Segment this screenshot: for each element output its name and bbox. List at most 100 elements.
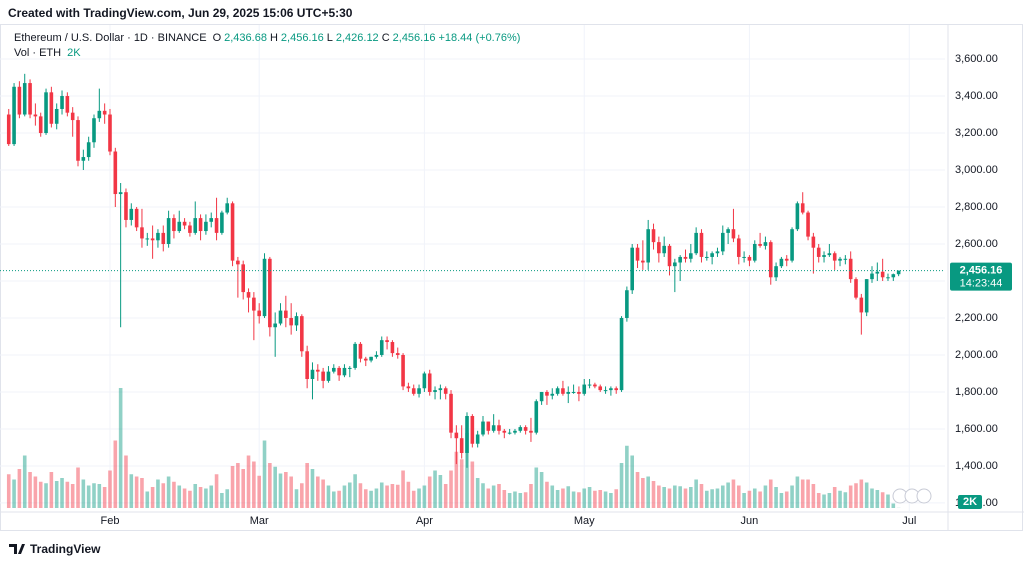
candle-body: [406, 386, 411, 389]
y-tick-label: 1,400.00: [955, 460, 998, 472]
volume-bar: [470, 461, 475, 508]
candle-body: [657, 242, 661, 254]
candle-body: [726, 229, 730, 233]
candle-body: [411, 388, 416, 394]
h-label: H: [269, 32, 278, 44]
volume-bar: [603, 491, 608, 508]
candle-body: [779, 258, 784, 267]
candle-body: [273, 323, 277, 328]
candle-body: [774, 266, 778, 278]
y-tick-label: 2,000.00: [955, 349, 998, 361]
candle-body: [609, 388, 613, 391]
volume-bar: [76, 467, 80, 508]
volume-bar: [166, 476, 171, 508]
x-tick-label: Jun: [741, 515, 759, 527]
candle-body: [124, 192, 128, 220]
volume-bar: [342, 485, 347, 508]
candle-body: [454, 432, 459, 439]
volume-bar: [497, 484, 501, 508]
candle-body: [395, 353, 400, 355]
volume-bar: [241, 469, 246, 508]
volume-bar: [747, 490, 752, 508]
candle-body: [859, 297, 864, 313]
volume-bar: [198, 487, 203, 508]
volume-bar: [177, 485, 182, 508]
volume-bar: [118, 388, 123, 508]
symbol: Ethereum / U.S. Dollar · 1D · BINANCE: [14, 32, 207, 44]
volume-bar: [465, 433, 469, 508]
volume-tag: [958, 495, 982, 509]
volume-bar: [214, 474, 219, 508]
candle-body: [875, 271, 880, 274]
candle-body: [662, 245, 666, 254]
volume-bar: [614, 489, 619, 508]
volume-bar: [358, 483, 363, 508]
volume-bar: [513, 491, 517, 508]
volume-bar: [6, 474, 11, 508]
candle-body: [401, 354, 405, 387]
candle-body: [97, 110, 102, 119]
candle-body: [742, 256, 746, 258]
candle-body: [70, 112, 75, 121]
volume-bar: [209, 485, 214, 508]
candle-body: [134, 208, 139, 228]
volume-bar: [694, 479, 698, 508]
volume-bar: [433, 470, 437, 508]
candle-body: [491, 425, 496, 431]
volume-bar: [411, 490, 416, 508]
volume-legend: Vol · ETH 2K: [14, 47, 81, 59]
volume-bar: [113, 440, 118, 508]
candle-body: [44, 92, 48, 134]
candle-body: [172, 218, 176, 232]
volume-bar: [347, 482, 352, 508]
volume-bar: [438, 475, 443, 508]
volume-bar: [220, 493, 224, 508]
candle-body: [880, 271, 885, 278]
volume-bar: [779, 493, 784, 508]
candle-body: [699, 232, 704, 257]
candle-body: [188, 225, 192, 233]
volume-bar: [70, 484, 75, 508]
volume-bar: [12, 479, 16, 508]
volume-bar: [108, 470, 112, 508]
volume-bar: [337, 490, 341, 508]
volume-bar: [379, 482, 384, 508]
candle-body: [369, 356, 373, 361]
volume-bar: [806, 479, 810, 508]
volume-bar: [374, 488, 379, 508]
price-tag-value: 2,456.16: [960, 265, 1003, 277]
volume-bar: [561, 488, 565, 508]
candle-body: [800, 203, 805, 213]
logo: [9, 544, 25, 554]
candle-body: [470, 416, 475, 444]
volume-bar: [859, 479, 864, 508]
candle-body: [300, 316, 304, 352]
volume-bar: [97, 484, 102, 508]
candle-body: [182, 221, 187, 226]
candle-body: [358, 343, 363, 359]
volume-bar: [587, 487, 592, 508]
candle-body: [246, 292, 251, 298]
volume-bar: [768, 479, 773, 508]
candle-body: [268, 258, 272, 328]
candle-body: [459, 438, 464, 453]
volume-bar: [832, 487, 837, 508]
y-tick-label: 3,000.00: [955, 164, 998, 176]
volume-bar: [273, 466, 277, 508]
candle-body: [241, 264, 246, 293]
change: +18.44 (+0.76%): [438, 32, 521, 44]
candle-body: [646, 229, 650, 263]
volume-bar: [454, 451, 459, 508]
candle-body: [731, 229, 736, 239]
brand: TradingView: [30, 542, 101, 556]
candle-body: [625, 290, 629, 318]
candle-body: [763, 242, 768, 246]
candle-body: [667, 245, 672, 267]
candle-body: [17, 86, 22, 115]
volume-bar: [635, 472, 640, 508]
candle-body: [710, 253, 714, 257]
candle-body: [108, 114, 112, 152]
candle-body: [593, 384, 597, 387]
